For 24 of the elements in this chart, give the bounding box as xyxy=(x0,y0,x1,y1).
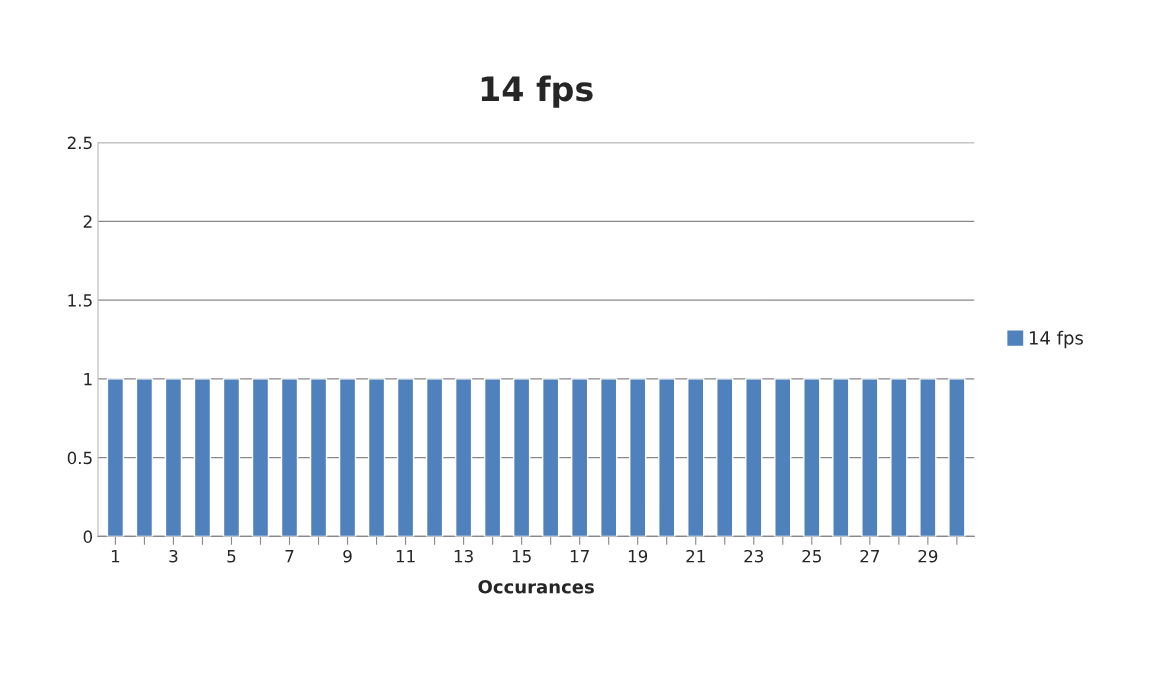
x-tick-label: 17 xyxy=(570,550,589,563)
x-tick-label: 1 xyxy=(111,550,120,563)
x-tick-label: 21 xyxy=(686,549,705,563)
y-tick-label: 1 xyxy=(84,373,92,386)
legend-label: 14 fps xyxy=(1029,330,1083,349)
x-tick-label: 15 xyxy=(512,550,531,563)
y-tick-label: 0 xyxy=(83,530,93,543)
y-tick-label: 2 xyxy=(83,215,92,228)
y-tick-label: 1.5 xyxy=(68,294,92,307)
x-tick-label: 9 xyxy=(343,549,352,563)
x-tick-label: 19 xyxy=(628,549,648,563)
x-tick-label: 13 xyxy=(454,549,473,563)
x-tick-label: 27 xyxy=(860,549,880,563)
x-tick-label: 25 xyxy=(802,549,821,563)
chart-title: 14 fps xyxy=(481,75,593,108)
x-tick-label: 29 xyxy=(918,549,938,563)
x-tick-label: 5 xyxy=(227,550,236,563)
x-tick-label: 23 xyxy=(744,549,764,563)
x-tick-label: 11 xyxy=(396,550,415,563)
x-tick-label: 3 xyxy=(169,549,178,563)
x-tick-label: 7 xyxy=(285,550,294,563)
x-axis-title: Occurances xyxy=(478,579,594,594)
y-tick-label: 0.5 xyxy=(67,451,92,465)
y-tick-label: 2.5 xyxy=(67,136,92,150)
